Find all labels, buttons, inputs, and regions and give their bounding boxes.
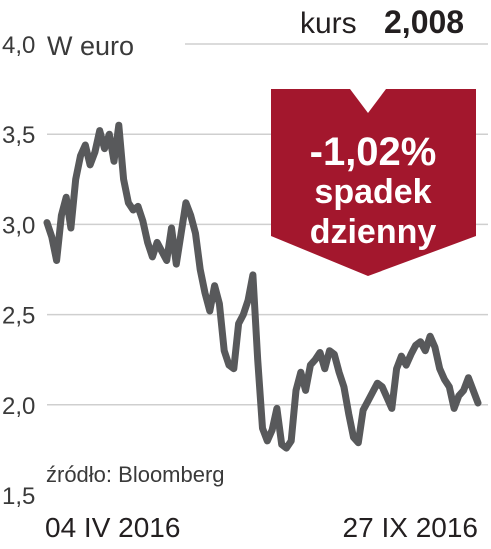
- unit-label: W euro: [47, 31, 134, 61]
- x-label-end: 27 IX 2016: [343, 512, 478, 543]
- x-label-start: 04 IV 2016: [45, 512, 180, 543]
- y-tick-label: 1,5: [2, 483, 35, 510]
- price-value: 2,008: [384, 4, 464, 40]
- y-tick-label: 4,0: [2, 32, 35, 59]
- change-percent: -1,02%: [310, 130, 437, 174]
- badge-line-2: dzienny: [310, 213, 437, 251]
- down-arrow-badge: [271, 89, 476, 276]
- y-tick-label: 2,5: [2, 303, 35, 330]
- price-label: kurs: [300, 7, 357, 40]
- daily-change-badge: -1,02% spadek dzienny: [271, 89, 476, 276]
- y-tick-label: 3,5: [2, 122, 35, 149]
- badge-line-1: spadek: [314, 173, 431, 211]
- y-tick-label: 2,0: [2, 393, 35, 420]
- series-line: [43, 121, 482, 452]
- y-axis-ticks: 1,5 2,0 2,5 3,0 3,5 4,0: [2, 32, 35, 510]
- source-label: źródło: Bloomberg: [46, 462, 225, 487]
- y-tick-label: 3,0: [2, 212, 35, 239]
